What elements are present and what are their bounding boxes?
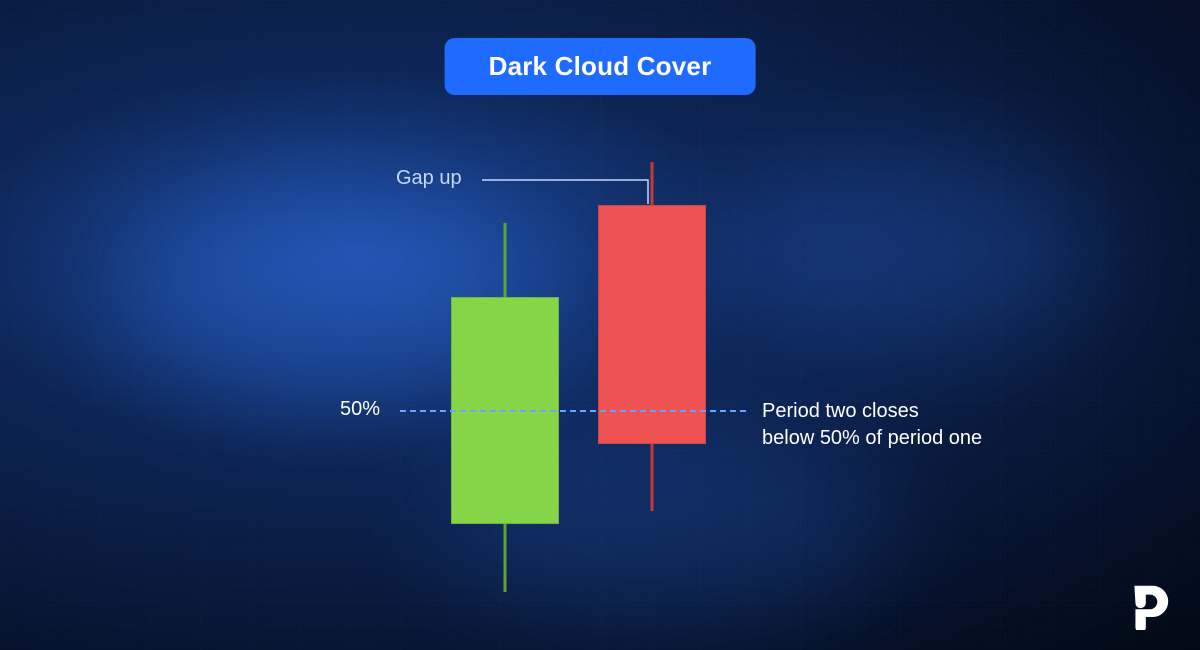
fifty-percent-line [400,410,746,412]
candlestick-diagram: Gap up 50% Period two closesbelow 50% of… [0,0,1200,650]
period-two-closes-label: Period two closesbelow 50% of period one [762,398,982,452]
candle-bearish [598,0,706,650]
candle-bullish [451,0,559,650]
brand-logo [1124,578,1176,630]
candle-bearish-body [598,205,706,444]
gap-up-label: Gap up [396,167,462,190]
fifty-percent-label: 50% [340,398,380,421]
